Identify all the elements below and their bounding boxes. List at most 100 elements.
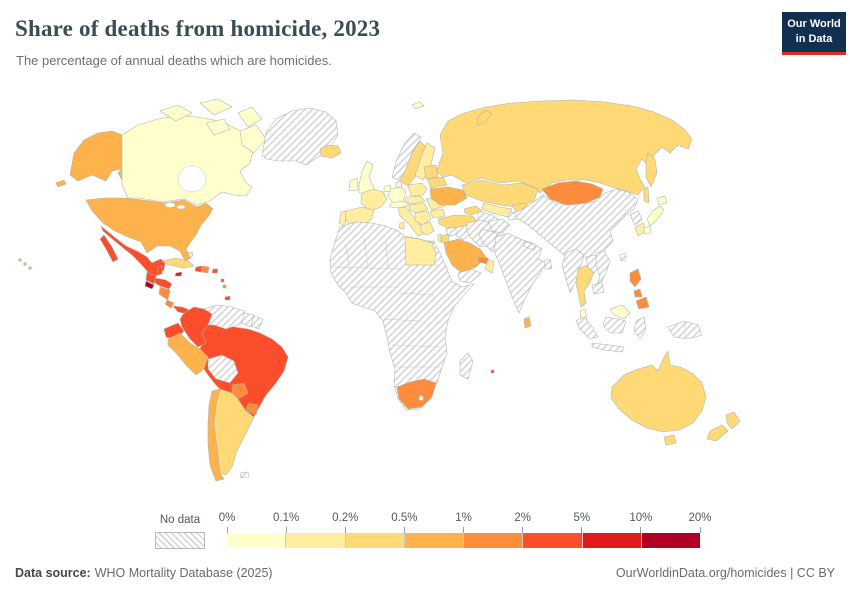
legend-bin[interactable] [522, 533, 582, 548]
country-poland[interactable] [407, 182, 428, 197]
country-portugal[interactable] [338, 210, 347, 227]
country-egypt[interactable] [404, 236, 437, 266]
country-jamaica[interactable] [174, 271, 183, 277]
country-paraguay[interactable] [231, 382, 249, 400]
country-kazakhstan[interactable] [461, 179, 539, 208]
country-new-zealand-south[interactable] [706, 424, 729, 442]
country-japan-hokkaido[interactable] [656, 195, 668, 206]
country-ukraine[interactable] [429, 186, 468, 206]
country-hawaii-3[interactable] [28, 266, 32, 270]
country-baltic-states[interactable] [423, 164, 439, 180]
country-hawaii-1[interactable] [18, 258, 22, 262]
country-switzerland-austria[interactable] [389, 200, 411, 209]
country-bangladesh[interactable] [543, 258, 553, 270]
footer-credit-link[interactable]: OurWorldinData.org/homicides | CC BY [615, 566, 835, 580]
country-greece[interactable] [419, 221, 435, 236]
legend-bin[interactable] [403, 533, 463, 548]
country-bahamas[interactable] [187, 251, 194, 258]
country-victoria-island[interactable] [205, 118, 231, 136]
country-svalbard[interactable] [411, 101, 425, 110]
country-new-zealand-north[interactable] [725, 411, 741, 430]
country-honduras[interactable] [154, 277, 173, 290]
country-indonesia-borneo[interactable] [602, 316, 627, 334]
country-guyana[interactable] [241, 312, 255, 328]
country-caucasus[interactable] [463, 205, 483, 216]
country-novaya-zemlya[interactable] [476, 109, 493, 126]
country-trinidad-and-tobago[interactable] [224, 295, 231, 301]
country-philippines-luzon[interactable] [629, 268, 642, 288]
country-oman[interactable] [484, 258, 495, 274]
country-mexico[interactable] [100, 225, 166, 278]
country-sakhalin[interactable] [643, 186, 650, 204]
country-mauritius[interactable] [490, 369, 495, 374]
country-indonesia-sumatra[interactable] [575, 316, 599, 340]
country-greenland[interactable] [261, 107, 339, 166]
country-falkland-islands[interactable] [239, 471, 250, 479]
country-finland[interactable] [414, 142, 436, 181]
country-nicaragua[interactable] [158, 286, 171, 301]
legend-bin[interactable] [227, 533, 286, 548]
country-belarus[interactable] [426, 176, 448, 189]
country-cuba[interactable] [161, 257, 195, 269]
country-afghanistan[interactable] [487, 218, 511, 234]
legend-no-data-swatch[interactable] [155, 532, 205, 549]
country-tasmania[interactable] [663, 434, 677, 446]
country-sri-lanka[interactable] [523, 316, 532, 329]
country-sardinia[interactable] [398, 221, 405, 230]
country-taiwan[interactable] [619, 252, 627, 262]
country-guatemala[interactable] [145, 271, 157, 285]
country-lesotho[interactable] [418, 395, 424, 401]
country-canada-arctic-3[interactable] [237, 106, 263, 128]
country-mexico-baja[interactable] [99, 234, 119, 263]
country-uzbekistan[interactable] [481, 202, 513, 218]
country-lesser-antilles-1[interactable] [220, 278, 225, 283]
country-czechia-slovakia[interactable] [404, 195, 426, 205]
country-canada-arctic-2[interactable] [199, 98, 233, 116]
country-madagascar[interactable] [459, 352, 474, 380]
country-colombia[interactable] [179, 306, 213, 348]
legend-bin[interactable] [344, 533, 404, 548]
country-belize[interactable] [157, 265, 163, 276]
country-kamchatka[interactable] [645, 152, 658, 188]
country-bolivia[interactable] [207, 354, 239, 384]
legend-bin[interactable] [285, 533, 345, 548]
country-philippines-mindanao[interactable] [635, 296, 650, 310]
country-bulgaria[interactable] [429, 208, 446, 219]
country-africa-no-data[interactable] [329, 221, 475, 411]
country-chile[interactable] [207, 388, 225, 482]
country-balkans[interactable] [414, 210, 432, 226]
country-suriname[interactable] [250, 315, 264, 330]
country-hawaii-2[interactable] [23, 262, 27, 266]
country-costa-rica[interactable] [164, 299, 175, 309]
country-ireland[interactable] [348, 177, 359, 192]
country-france[interactable] [360, 188, 388, 212]
country-malaysia-borneo[interactable] [609, 304, 631, 320]
country-iceland[interactable] [319, 144, 342, 159]
country-alaska[interactable] [69, 130, 123, 182]
country-aleutians[interactable] [55, 179, 67, 188]
country-puerto-rico[interactable] [211, 268, 219, 274]
country-lesser-antilles-2[interactable] [222, 284, 227, 289]
country-benelux[interactable] [383, 184, 392, 193]
country-peru[interactable] [167, 332, 209, 376]
country-south-africa[interactable] [396, 378, 437, 410]
country-australia[interactable] [610, 350, 707, 433]
country-thailand[interactable] [575, 264, 595, 308]
country-japan-kyushu[interactable] [643, 225, 652, 235]
country-hungary-croatia[interactable] [408, 202, 429, 214]
legend-bin[interactable] [581, 533, 641, 548]
country-uruguay[interactable] [245, 402, 259, 416]
owid-logo[interactable]: Our World in Data [782, 12, 846, 55]
country-indonesia-java[interactable] [591, 342, 625, 353]
legend-bin[interactable] [640, 533, 700, 548]
country-india[interactable] [493, 232, 547, 314]
country-myanmar[interactable] [561, 248, 585, 294]
country-north-korea[interactable] [629, 210, 643, 226]
country-dominican-republic[interactable] [200, 265, 210, 274]
country-canada-arctic-1[interactable] [159, 104, 193, 122]
legend-bin[interactable] [463, 533, 523, 548]
country-el-salvador[interactable] [144, 280, 155, 290]
country-cambodia[interactable] [591, 282, 605, 295]
country-usa[interactable] [85, 197, 214, 262]
country-russia[interactable] [436, 99, 693, 196]
